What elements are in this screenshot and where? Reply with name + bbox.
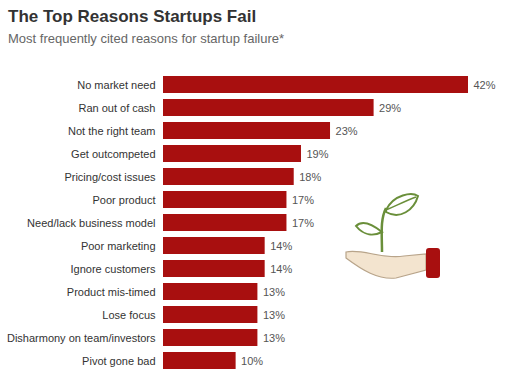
svg-text:19%: 19% (306, 148, 328, 160)
svg-text:Poor product: Poor product (93, 194, 156, 206)
svg-text:Poor marketing: Poor marketing (81, 240, 156, 252)
svg-text:17%: 17% (292, 217, 314, 229)
svg-text:Get outcompeted: Get outcompeted (71, 148, 155, 160)
svg-text:10%: 10% (241, 355, 263, 367)
svg-text:29%: 29% (379, 102, 401, 114)
svg-text:17%: 17% (292, 194, 314, 206)
svg-text:13%: 13% (263, 332, 285, 344)
svg-text:Pricing/cost issues: Pricing/cost issues (64, 171, 156, 183)
svg-text:13%: 13% (263, 286, 285, 298)
svg-text:23%: 23% (336, 125, 358, 137)
html-text:The Top Reasons Startups Fail: The Top Reasons Startups Fail (8, 7, 257, 26)
svg-text:Not the right team: Not the right team (68, 125, 155, 137)
html-text:Most frequently cited reasons: Most frequently cited reasons for startu… (8, 31, 284, 46)
svg-text:Need/lack business model: Need/lack business model (27, 217, 155, 229)
svg-text:No market need: No market need (77, 79, 155, 91)
svg-text:Lose focus: Lose focus (102, 309, 156, 321)
svg-text:14%: 14% (270, 240, 292, 252)
svg-text:42%: 42% (474, 79, 496, 91)
svg-text:Ran out of cash: Ran out of cash (78, 102, 155, 114)
svg-text:14%: 14% (270, 263, 292, 275)
svg-text:13%: 13% (263, 309, 285, 321)
svg-text:Ignore customers: Ignore customers (71, 263, 156, 275)
svg-text:18%: 18% (299, 171, 321, 183)
svg-text:Disharmony on team/investors: Disharmony on team/investors (7, 332, 156, 344)
svg-text:Pivot gone bad: Pivot gone bad (82, 355, 155, 367)
svg-text:Product mis-timed: Product mis-timed (67, 286, 156, 298)
